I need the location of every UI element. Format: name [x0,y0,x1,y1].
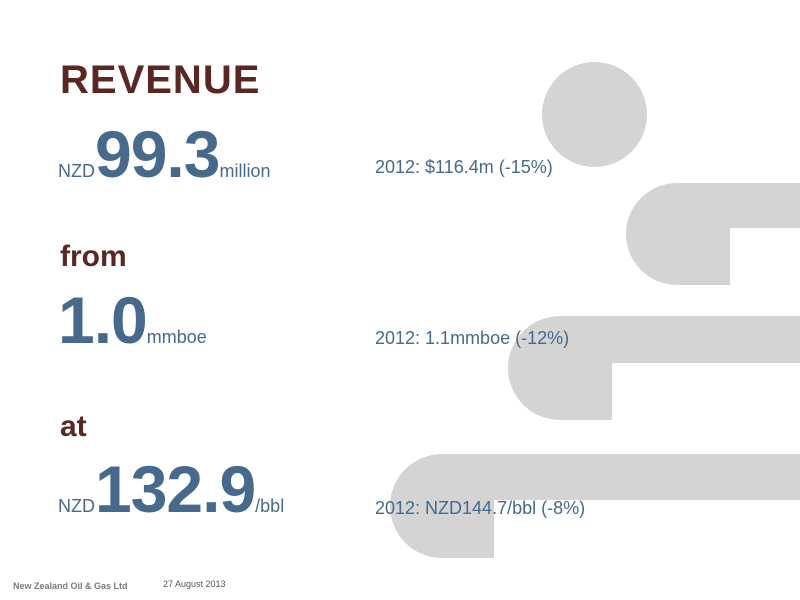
revenue-value: 99.3 [95,117,220,191]
slide-title: REVENUE [60,58,261,102]
revenue-currency: NZD [58,161,95,181]
volume-unit: mmboe [146,327,207,347]
price-currency: NZD [58,496,95,516]
decorative-notch-lower [494,500,800,560]
decorative-circle-top [542,62,647,167]
price-value: 132.9 [95,452,256,526]
decorative-notch-middle [612,363,800,423]
volume-figure: 1.0mmboe [58,282,207,358]
decorative-notch [730,228,800,288]
volume-comparison: 2012: 1.1mmboe (-12%) [375,328,570,348]
revenue-figure: NZD99.3million [58,116,270,192]
price-figure: NZD132.9/bbl [58,451,284,527]
price-unit: /bbl [255,496,285,516]
from-label: from [60,240,127,273]
revenue-comparison: 2012: $116.4m (-15%) [375,157,553,177]
volume-value: 1.0 [58,283,148,357]
at-label: at [60,410,87,443]
price-comparison: 2012: NZD144.7/bbl (-8%) [375,498,586,518]
footer-company: New Zealand Oil & Gas Ltd [13,581,128,591]
footer-date: 27 August 2013 [163,579,226,589]
revenue-unit: million [219,161,271,181]
